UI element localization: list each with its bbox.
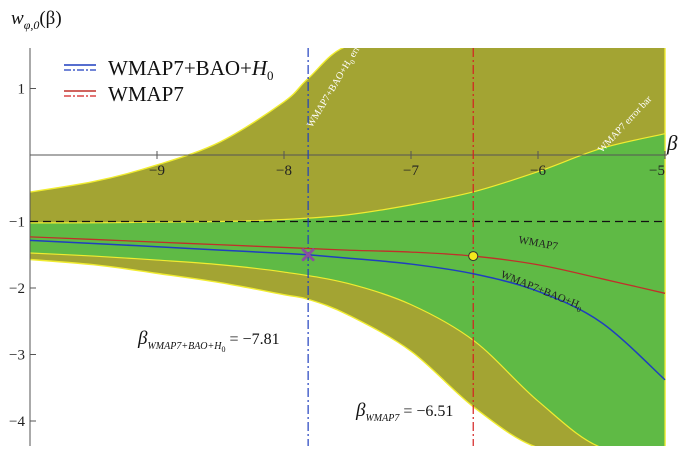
beta-wmap7-label: βWMAP7 = −6.51: [355, 400, 453, 424]
beta-wmap7-marker: [469, 252, 478, 261]
beta-wmap7-bao-h0-label: βWMAP7+BAO+H0 = −7.81: [137, 328, 280, 354]
x-tick-label: −7: [403, 163, 419, 179]
legend: WMAP7+BAO+H0 WMAP7: [64, 56, 274, 106]
x-tick-label: −6: [530, 163, 546, 179]
legend-label: WMAP7+BAO+H0: [108, 56, 274, 83]
legend-entry-wmap7-bao-h0: WMAP7+BAO+H0: [64, 56, 274, 83]
y-tick-label: −4: [9, 414, 25, 430]
y-tick-label: 1: [18, 82, 26, 98]
x-tick-label: −9: [149, 163, 165, 179]
x-axis-title: β: [666, 131, 678, 155]
y-axis-title: wφ,0(β): [11, 8, 62, 32]
legend-entry-wmap7: WMAP7: [64, 82, 184, 106]
legend-label: WMAP7: [108, 82, 184, 106]
y-tick-label: −1: [9, 215, 25, 231]
y-tick-label: −3: [9, 348, 25, 364]
x-tick-label: −8: [276, 163, 292, 179]
y-tick-label: −2: [9, 281, 25, 297]
x-tick-label: −5: [649, 163, 665, 179]
